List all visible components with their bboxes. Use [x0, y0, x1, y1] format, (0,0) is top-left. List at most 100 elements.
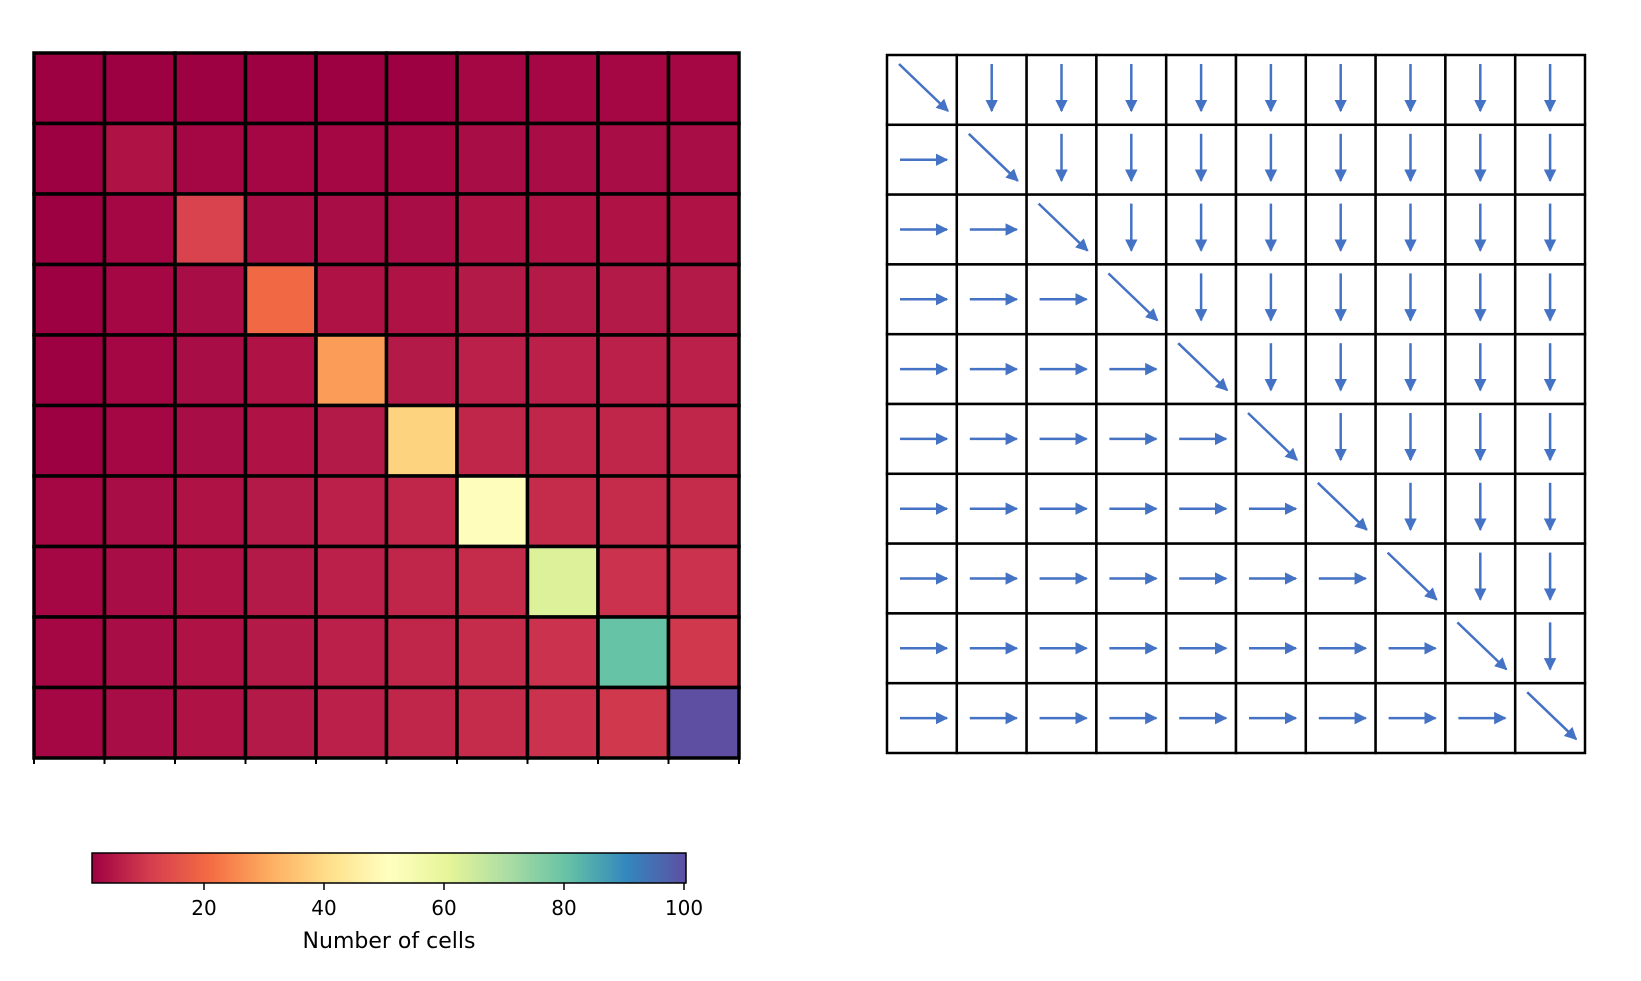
heatmap-cell [525, 51, 600, 126]
heatmap-cell [596, 121, 671, 196]
heatmap-cell [666, 474, 741, 549]
heatmap-cell [384, 474, 459, 549]
heatmap-cell [666, 51, 741, 126]
colorbar-tick-label: 100 [665, 896, 703, 920]
colorbar: 20 40 60 80 100 Number of cells [91, 852, 703, 954]
heatmap-cell [314, 192, 389, 267]
heatmap-cell [455, 474, 530, 549]
heatmap-cell [102, 403, 177, 478]
heatmap-cell [32, 544, 107, 619]
heatmap-cell [596, 51, 671, 126]
heatmap-cell [525, 192, 600, 267]
heatmap-cell [455, 51, 530, 126]
heatmap-cell [384, 403, 459, 478]
diagonal-arrow-icon [898, 63, 949, 112]
heatmap-cell [596, 474, 671, 549]
heatmap-cell [243, 51, 318, 126]
grid-cell [1234, 402, 1308, 476]
grid-cell [1164, 332, 1238, 406]
heatmap-cell [32, 51, 107, 126]
heatmap-cell [102, 544, 177, 619]
heatmap-cell [243, 192, 318, 267]
arrow-grid [885, 53, 1587, 755]
heatmap-cell [32, 262, 107, 337]
heatmap-cell [32, 474, 107, 549]
heatmap-cell [455, 192, 530, 267]
heatmap-cell [384, 685, 459, 760]
heatmap-cell [243, 333, 318, 408]
heatmap-cell [102, 685, 177, 760]
heatmap-cell [173, 262, 248, 337]
grid-cell [1374, 542, 1447, 615]
diagonal-arrow-icon [1177, 342, 1229, 392]
heatmap-cell [384, 615, 459, 690]
heatmap-cell [243, 544, 318, 619]
heatmap-cell [314, 615, 389, 690]
heatmap-cell [173, 121, 248, 196]
colorbar-label: Number of cells [303, 929, 476, 954]
colorbar-tick-label: 80 [551, 896, 576, 920]
heatmap-cell [314, 544, 389, 619]
heatmap-cell [314, 262, 389, 337]
heatmap-cell [173, 51, 248, 126]
heatmap-cell [666, 685, 741, 760]
heatmap-cell [173, 333, 248, 408]
heatmap-cell [596, 403, 671, 478]
heatmap-cell [455, 262, 530, 337]
heatmap-cell [455, 615, 530, 690]
grid-cell [1513, 681, 1587, 755]
heatmap-cell [384, 192, 459, 267]
diagonal-arrow-icon [1316, 481, 1368, 531]
heatmap-cell [102, 615, 177, 690]
heatmap-cell [32, 121, 107, 196]
diagonal-arrow-icon [967, 132, 1019, 182]
heatmap-cell [666, 121, 741, 196]
heatmap-cell [102, 474, 177, 549]
heatmap-cell [32, 192, 107, 267]
heatmap-cell [32, 333, 107, 408]
heatmap-cell [243, 262, 318, 337]
diagonal-arrow-icon [1247, 412, 1298, 461]
heatmap-cell [666, 262, 741, 337]
heatmap-cell [243, 615, 318, 690]
heatmap-cell [455, 121, 530, 196]
grid-cell [885, 53, 959, 127]
heatmap-cell [525, 474, 600, 549]
heatmap-cell [384, 262, 459, 337]
heatmap-cell [455, 403, 530, 478]
diagonal-arrow-icon [1526, 691, 1578, 741]
heatmap-cell [666, 615, 741, 690]
heatmap-cell [173, 192, 248, 267]
colorbar-tick-label: 40 [311, 896, 336, 920]
diagonal-arrow-icon [1456, 621, 1508, 671]
colorbar-tick-label: 60 [431, 896, 456, 920]
heatmap-cell [384, 333, 459, 408]
heatmap-cell [314, 333, 389, 408]
heatmap-cell [243, 685, 318, 760]
heatmap-cell [314, 474, 389, 549]
diagonal-arrow-icon [1107, 272, 1159, 322]
heatmap-cell [32, 685, 107, 760]
heatmap-cell [525, 403, 600, 478]
grid-cell [1444, 612, 1517, 685]
grid-cell [1513, 263, 1587, 336]
diagonal-arrow-icon [1386, 551, 1438, 601]
heatmap-cell [596, 615, 671, 690]
grid-cell [1025, 193, 1098, 266]
grid-cell [1304, 472, 1377, 545]
heatmap-cell [666, 403, 741, 478]
heatmap-cell [384, 121, 459, 196]
heatmap-cell [384, 544, 459, 619]
heatmap-cell [243, 403, 318, 478]
heatmap-cell [102, 121, 177, 196]
heatmap-cell [173, 474, 248, 549]
heatmap-cell [666, 192, 741, 267]
heatmap-cell [525, 121, 600, 196]
heatmap-cell [243, 121, 318, 196]
heatmap-cell [384, 51, 459, 126]
heatmap-cell [32, 615, 107, 690]
heatmap-cell [666, 544, 741, 619]
colorbar-gradient [91, 852, 687, 884]
heatmap-cell [32, 403, 107, 478]
heatmap-cell [173, 615, 248, 690]
